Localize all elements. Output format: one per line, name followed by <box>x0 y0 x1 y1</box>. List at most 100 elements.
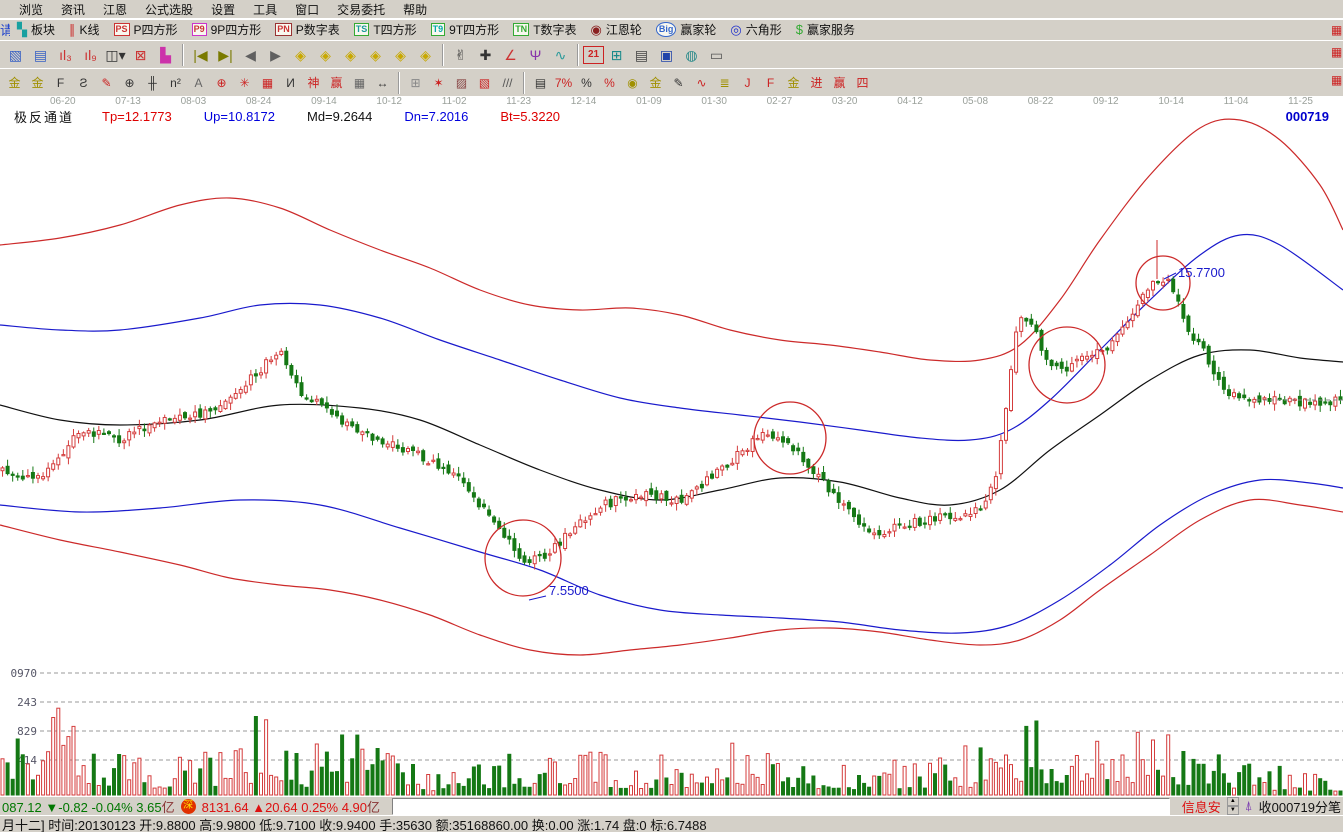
angle-measure-icon[interactable]: ∠ <box>504 46 517 63</box>
toolbar-button-P数字表[interactable]: PN P数字表 <box>268 20 347 40</box>
n-square-icon[interactable]: n² <box>170 75 181 90</box>
fibonacci-icon[interactable]: F <box>56 75 65 90</box>
arc-icon[interactable]: A <box>194 75 203 90</box>
info-doc-icon[interactable]: ▤ <box>33 46 48 63</box>
gold-channel-2-icon[interactable]: 金 <box>31 75 44 90</box>
volume-axis-label: 829 <box>17 725 37 738</box>
toolbar-button-六角形[interactable]: ◎ 六角形 <box>723 20 788 40</box>
histogram-icon[interactable]: ▙ <box>160 46 171 63</box>
prev-bar-icon[interactable]: ◀ <box>245 46 256 63</box>
gann-compass-icon[interactable]: Ψ <box>529 46 542 63</box>
export-icon[interactable]: ◍ <box>685 46 698 63</box>
toolbar-button-9P四方形[interactable]: P9 9P四方形 <box>185 20 269 40</box>
notepad-icon[interactable]: ▤ <box>634 46 649 63</box>
diamond-left-icon[interactable]: ◈ <box>295 46 306 63</box>
shen-tool-icon[interactable]: 神 <box>307 75 320 90</box>
diamond-star-icon[interactable]: ◈ <box>395 46 406 63</box>
save-icon[interactable]: ▣ <box>659 46 674 63</box>
diamond-expand-v-icon[interactable]: ◈ <box>370 46 381 63</box>
menu-item-窗口[interactable]: 窗口 <box>295 2 320 17</box>
last-bar-icon[interactable]: ▶| <box>218 46 233 63</box>
kline-icon: ∥ <box>69 22 76 37</box>
gold-circle-icon[interactable]: ◉ <box>627 75 638 90</box>
circle-cycle-icon[interactable]: ⊕ <box>124 75 135 90</box>
fan-lines-icon[interactable]: ✶ <box>433 75 444 90</box>
toolbar-button-T四方形[interactable]: TS T四方形 <box>347 20 424 40</box>
percent-line-icon[interactable]: % <box>604 75 615 90</box>
formula-icon[interactable]: ⊠ <box>134 46 147 63</box>
hand-tool-icon[interactable]: ✌ <box>454 46 467 63</box>
chart-image-icon[interactable]: ▧ <box>8 46 23 63</box>
toolbar-button-9T四方形[interactable]: T9 9T四方形 <box>424 20 507 40</box>
width-measure-icon[interactable]: ↔ <box>376 75 389 90</box>
date-label: 05-08 <box>962 96 989 107</box>
menu-item-工具[interactable]: 工具 <box>253 2 278 17</box>
candle-style-icon[interactable]: ◫▾ <box>105 46 126 63</box>
bars-9-icon[interactable]: ıl₉ <box>84 46 97 63</box>
stats-panel-icon[interactable]: ▤ <box>534 75 547 90</box>
diamond-expand-h-icon[interactable]: ◈ <box>345 46 356 63</box>
si-line-icon[interactable]: 四 <box>856 75 869 90</box>
web-icon[interactable]: ✳ <box>239 75 250 90</box>
gold-bars-icon[interactable]: ≣ <box>719 75 730 90</box>
ying-line-icon[interactable]: 赢 <box>833 75 846 90</box>
wave-tool-icon[interactable]: ∿ <box>554 46 567 63</box>
gold-slash-icon[interactable]: 金 <box>787 75 800 90</box>
grid-red-icon[interactable]: ▨ <box>455 75 468 90</box>
date-label: 06-20 <box>50 96 76 107</box>
calendar-icon[interactable]: 21 <box>583 45 604 64</box>
next-bar-icon[interactable]: ▶ <box>270 46 281 63</box>
toolbar-button-赢家轮[interactable]: Big 赢家轮 <box>649 20 724 40</box>
bars-3-icon[interactable]: ıl₃ <box>59 46 72 63</box>
hexagon-icon: ◎ <box>730 22 742 37</box>
toolbar-button-江恩轮[interactable]: ◉ 江恩轮 <box>584 20 649 40</box>
diamond-right-icon[interactable]: ◈ <box>320 46 331 63</box>
zigzag-icon[interactable]: И <box>286 75 295 90</box>
calculator-icon[interactable]: ⊞ <box>610 46 623 63</box>
gold-channel-1-icon[interactable]: 金 <box>8 75 21 90</box>
percent-strike-icon[interactable]: 7% <box>554 75 573 90</box>
grid-red2-icon[interactable]: ▧ <box>478 75 491 90</box>
pen-icon[interactable]: ✎ <box>101 75 112 90</box>
target-icon[interactable]: ⊕ <box>216 75 227 90</box>
wave-red-icon[interactable]: ∿ <box>696 75 707 90</box>
spinner-down-icon[interactable]: ▼ <box>1226 806 1239 815</box>
menu-item-公式选股[interactable]: 公式选股 <box>145 2 194 17</box>
table-grid-icon[interactable]: ⊞ <box>410 75 421 90</box>
menu-item-资讯[interactable]: 资讯 <box>61 2 86 17</box>
toolbar-overflow-icon[interactable]: ▦ <box>1331 45 1342 59</box>
toolbar-button-T数字表[interactable]: TN T数字表 <box>506 20 583 40</box>
status-spinner[interactable]: ▲ ▼ <box>1226 797 1239 815</box>
f-line-icon[interactable]: F <box>766 75 775 90</box>
percent-icon[interactable]: % <box>581 75 592 90</box>
ying-tool-icon[interactable]: 赢 <box>330 75 343 90</box>
parallel-lines-icon[interactable]: /// <box>502 75 513 90</box>
red-grid-icon[interactable]: ▦ <box>261 75 274 90</box>
toolbar-button-板块[interactable]: ▚ 板块 <box>10 20 62 40</box>
diamond-move-icon[interactable]: ◈ <box>420 46 431 63</box>
crosshair-tool-icon[interactable]: ✚ <box>479 46 492 63</box>
jin-line-icon[interactable]: 进 <box>810 75 823 90</box>
menu-item-江恩[interactable]: 江恩 <box>103 2 128 17</box>
menu-item-交易委托[interactable]: 交易委托 <box>337 2 386 17</box>
toolbar-button-K线[interactable]: ∥ K线 <box>62 20 107 40</box>
toolbar-button-赢家服务[interactable]: $ 赢家服务 <box>789 20 862 40</box>
toolbar-overflow-icon[interactable]: ▦ <box>1331 73 1342 87</box>
menu-item-帮助[interactable]: 帮助 <box>403 2 428 17</box>
printer-icon[interactable]: ▭ <box>709 46 724 63</box>
grid-box-icon[interactable]: ▦ <box>353 75 366 90</box>
index-right-unit: 亿 <box>367 799 381 815</box>
toolbar-draw: ▦ 金金 F Ƨ ✎ ⊕ ╫ n² A ⊕ ✳ ▦ И 神赢 ▦ ↔ ⊞ ✶ ▨ ▧///▤ 7%%% ◉ 金 ✎ ∿ ≣ J F 金进… <box>0 68 1343 96</box>
spiral-icon[interactable]: Ƨ <box>79 75 88 90</box>
menu-item-设置[interactable]: 设置 <box>211 2 236 17</box>
comb-cycle-icon[interactable]: ╫ <box>148 75 157 90</box>
toolbar-button-P四方形[interactable]: PS P四方形 <box>107 20 185 40</box>
menu-item-浏览[interactable]: 浏览 <box>19 2 44 17</box>
brush-icon[interactable]: ✎ <box>673 75 684 90</box>
toolbar-overflow-icon[interactable]: ▦ <box>1331 23 1342 37</box>
spinner-up-icon[interactable]: ▲ <box>1226 797 1239 806</box>
j-line-icon[interactable]: J <box>744 75 751 90</box>
gold-lines-icon[interactable]: 金 <box>649 75 662 90</box>
first-bar-icon[interactable]: |◀ <box>193 46 208 63</box>
